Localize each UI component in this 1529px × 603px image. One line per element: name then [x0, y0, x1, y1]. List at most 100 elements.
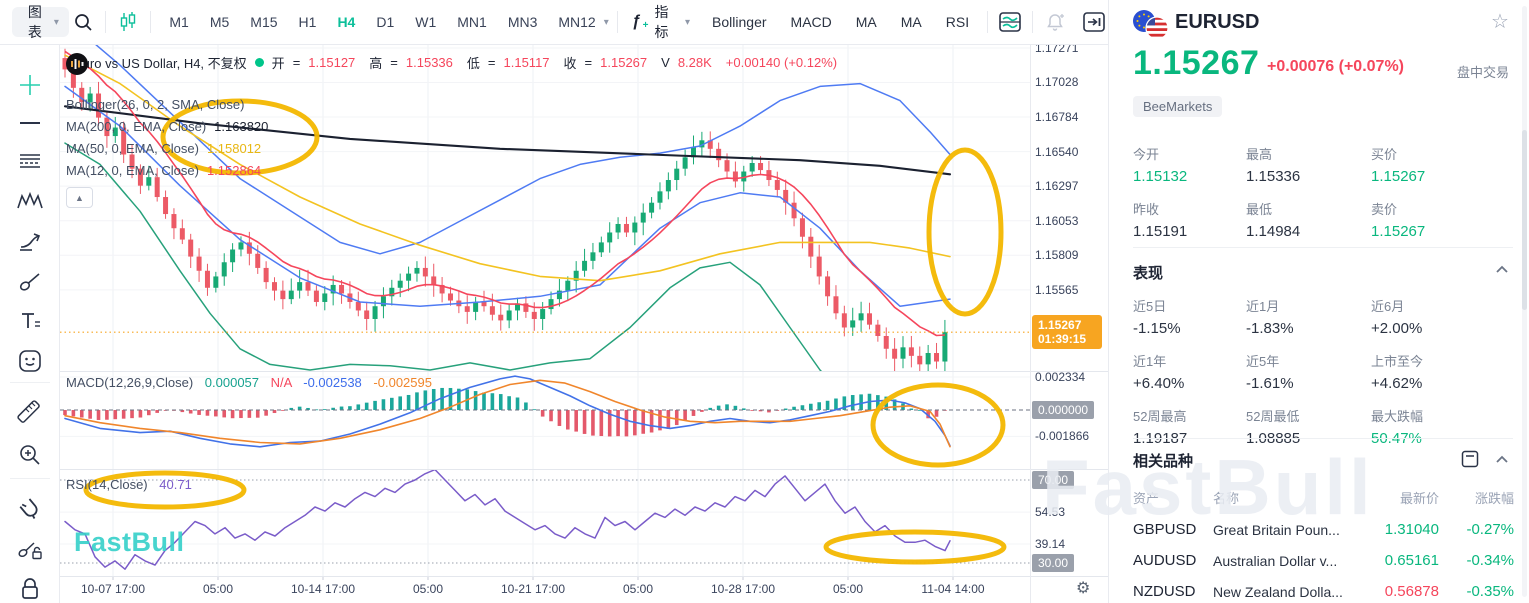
annotation-ellipse[interactable]	[823, 529, 1007, 565]
candle-body	[263, 267, 269, 283]
bollinger-upper-line	[95, 45, 951, 255]
related-row-nzdusd[interactable]: NZDUSD New Zealand Dolla... 0.56878 -0.35%	[1133, 583, 1514, 600]
indicator-shortcut-bollinger-0[interactable]: Bollinger	[712, 14, 767, 30]
candle-body	[464, 306, 470, 312]
timeframe-w1[interactable]: W1	[415, 14, 437, 30]
indicators-menu-button[interactable]: ƒ + 指标 ▾	[632, 2, 690, 42]
tool-emoji-icon[interactable]	[17, 348, 43, 374]
candle-body	[297, 282, 303, 291]
chart-settings-gear-icon[interactable]: ⚙	[1076, 580, 1091, 597]
candle-body	[498, 314, 504, 321]
tool-zoom-in-icon[interactable]	[17, 442, 43, 468]
timeframe-m1[interactable]: M1	[169, 14, 189, 30]
candle-body	[799, 218, 805, 237]
candlestick-style-icon[interactable]	[114, 7, 142, 37]
performance-collapse-chevron-icon[interactable]	[1495, 262, 1509, 280]
indicators-menu-label: 指标	[654, 4, 669, 40]
candle-body	[96, 93, 102, 118]
candle-body	[917, 355, 923, 365]
search-icon[interactable]	[69, 7, 97, 37]
tool-lock-icon[interactable]	[17, 576, 43, 602]
candle-body	[439, 284, 445, 294]
macd-histogram-bar	[566, 410, 570, 430]
chart-canvas[interactable]	[60, 45, 1108, 603]
stat-cell-5: 卖价 1.15267	[1371, 199, 1513, 240]
alert-bell-icon[interactable]	[1041, 7, 1069, 37]
timeframe-more-chevron-icon[interactable]: ▾	[603, 16, 609, 28]
related-name: Australian Dollar v...	[1213, 552, 1338, 569]
performance-cell-7: 52周最低 1.08885	[1246, 406, 1371, 447]
performance-cell-4: 近5年 -1.61%	[1246, 351, 1371, 392]
tool-draw-lock-icon[interactable]	[17, 536, 43, 562]
tool-magnet-icon[interactable]	[17, 496, 43, 522]
rail-divider	[10, 382, 50, 383]
low-value: 1.15117	[503, 55, 550, 70]
candle-body	[556, 290, 562, 300]
indicator-shortcut-ma-2[interactable]: MA	[855, 14, 877, 30]
related-symbols-table: 资产 名称 最新价 涨跌幅 GBPUSD Great Britain Poun... 1.3…	[1133, 488, 1514, 600]
candle-body	[749, 162, 755, 172]
timeframe-mn3[interactable]: MN3	[507, 14, 538, 30]
candle-body	[565, 280, 571, 291]
legend-collapse-button[interactable]: ▲	[66, 187, 93, 208]
macd-histogram-bar	[926, 410, 930, 419]
related-row-gbpusd[interactable]: GBPUSD Great Britain Poun... 1.31040 -0.27%	[1133, 521, 1514, 538]
function-icon: ƒ	[631, 13, 641, 30]
ma12-line	[64, 50, 945, 337]
stat-value: 1.14984	[1246, 223, 1301, 240]
tool-parallel-lines-icon[interactable]	[17, 148, 43, 174]
macd-histogram-bar	[792, 406, 796, 410]
timeframe-h4[interactable]: H4	[337, 14, 356, 30]
timeframe-m5[interactable]: M5	[209, 14, 230, 30]
tool-crosshair-icon[interactable]	[17, 72, 43, 98]
indicator-shortcut-ma-3[interactable]: MA	[900, 14, 922, 30]
indicator-shortcut-macd-1[interactable]: MACD	[790, 14, 832, 30]
macd-histogram-bar	[188, 410, 193, 414]
collapse-panel-icon[interactable]	[1080, 7, 1108, 37]
timeframe-h1[interactable]: H1	[298, 14, 317, 30]
tool-trend-line-icon[interactable]	[17, 110, 43, 136]
annotation-ellipse[interactable]	[160, 98, 320, 176]
tool-pattern-icon[interactable]	[17, 188, 43, 214]
indicator-shortcut-rsi-4[interactable]: RSI	[945, 14, 970, 30]
candle-body	[397, 280, 403, 288]
tool-arrow-icon[interactable]	[17, 228, 43, 254]
candle-body	[582, 260, 588, 271]
stat-value: 1.15336	[1246, 168, 1301, 185]
annotation-ellipse[interactable]	[83, 470, 247, 510]
timeframe-m15[interactable]: M15	[250, 14, 278, 30]
performance-grid: 近5日 -1.15% 近1月 -1.83% 近6月 +2.00% 近1年 +6.40% 近5年 -…	[1133, 296, 1513, 447]
tool-ruler-icon[interactable]	[17, 400, 43, 426]
macd-histogram-bar	[331, 407, 335, 410]
annotation-ellipse[interactable]	[870, 382, 1006, 468]
chevron-down-icon: ▾	[685, 16, 691, 28]
timeframe-d1[interactable]: D1	[376, 14, 395, 30]
tool-text-icon[interactable]	[17, 308, 43, 334]
candle-body	[908, 347, 914, 356]
favorite-star-icon[interactable]: ☆	[1491, 11, 1509, 33]
performance-cell-0: 近5日 -1.15%	[1133, 296, 1246, 337]
indicator-shortcut-group: Bollinger MACD MA MA RSI	[712, 14, 969, 30]
macd-histogram-bar	[599, 410, 604, 437]
timeframe-mn12[interactable]: MN12	[558, 14, 596, 30]
tool-brush-icon[interactable]	[17, 268, 43, 294]
macd-histogram-bar	[800, 405, 805, 410]
related-row-audusd[interactable]: AUDUSD Australian Dollar v... 0.65161 -0.34…	[1133, 552, 1514, 569]
multi-chart-layout-icon[interactable]	[996, 7, 1024, 37]
macd-histogram-bar	[582, 410, 587, 434]
macd-histogram-bar	[691, 410, 696, 416]
chart-type-menu-button[interactable]: 图表 ▾	[12, 4, 69, 40]
price-tick: 1.16540	[1035, 144, 1079, 159]
stat-value: 1.15267	[1371, 168, 1426, 185]
candle-body	[699, 140, 705, 148]
related-list-icon[interactable]	[1461, 450, 1479, 473]
ma50-line	[64, 54, 951, 282]
panel-scrollbar-thumb[interactable]	[1522, 130, 1527, 310]
macd-histogram-bar	[96, 410, 101, 420]
annotation-ellipse[interactable]	[926, 147, 1004, 317]
broker-badge[interactable]: BeeMarkets	[1133, 96, 1223, 117]
macd-histogram-bar	[674, 410, 679, 426]
timeframe-mn1[interactable]: MN1	[457, 14, 487, 30]
related-collapse-chevron-icon[interactable]	[1495, 452, 1509, 470]
